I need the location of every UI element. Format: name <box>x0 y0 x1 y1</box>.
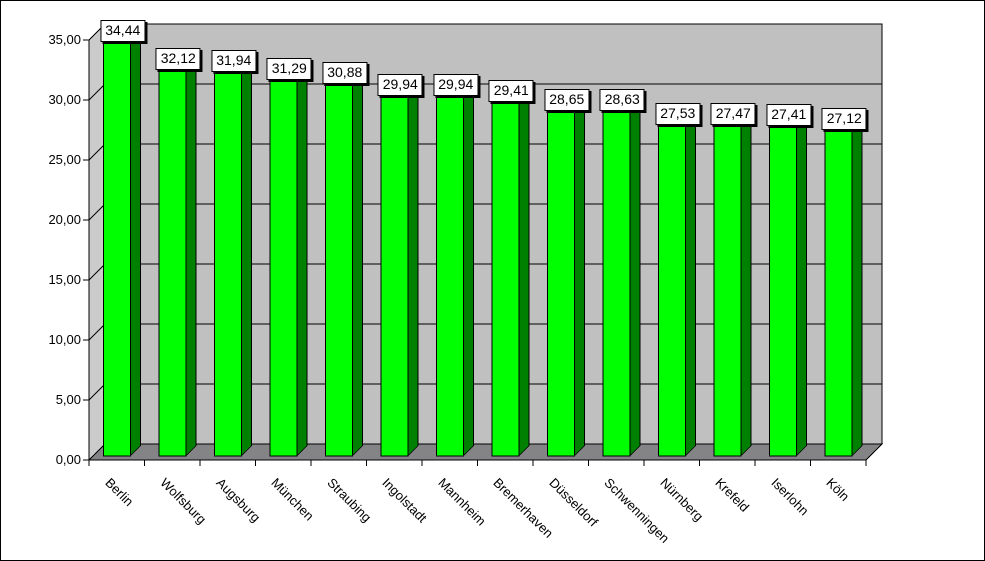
gridline-wall-connector <box>88 143 106 161</box>
gridline-wall-connector <box>88 263 106 281</box>
value-label: 27,53 <box>655 102 701 125</box>
bar-side-face <box>629 101 641 458</box>
bar-side-face <box>351 74 363 458</box>
gridline-wall-connector <box>88 323 106 341</box>
bar-side-face <box>684 114 696 458</box>
y-axis-label: 30,00 <box>48 92 81 107</box>
value-label: 27,41 <box>766 104 812 127</box>
bar-side-face <box>407 85 419 458</box>
value-label: 29,94 <box>377 73 423 96</box>
value-label: 27,47 <box>710 103 756 126</box>
y-axis-label: 35,00 <box>48 32 81 47</box>
y-axis-label: 5,00 <box>55 392 81 407</box>
bar-side-face <box>240 61 252 458</box>
y-axis-label: 20,00 <box>48 212 81 227</box>
bar-side-face <box>185 59 197 458</box>
value-label: 30,88 <box>322 62 368 85</box>
bar <box>657 125 686 457</box>
gridline-wall-connector <box>88 383 106 401</box>
value-label: 27,12 <box>821 107 867 130</box>
value-label: 29,94 <box>433 73 479 96</box>
bar <box>435 96 464 457</box>
bar-side-face <box>462 85 474 458</box>
bar <box>546 111 575 457</box>
bar <box>102 42 131 457</box>
bar <box>269 80 298 457</box>
bar <box>768 126 797 457</box>
bar-side-face <box>518 91 530 458</box>
bar <box>824 130 853 457</box>
bar <box>158 70 187 457</box>
bar-side-face <box>129 31 141 458</box>
bar-side-face <box>573 100 585 458</box>
bar <box>380 96 409 457</box>
value-label: 31,29 <box>266 57 312 80</box>
value-label: 34,44 <box>100 19 146 42</box>
value-label: 28,65 <box>544 89 590 112</box>
value-label: 28,63 <box>599 89 645 112</box>
bar <box>602 111 631 457</box>
value-label: 32,12 <box>155 47 201 70</box>
value-label: 29,41 <box>488 80 534 103</box>
bar-side-face <box>795 115 807 458</box>
bar <box>713 125 742 457</box>
floor <box>87 443 884 461</box>
y-axis-label: 15,00 <box>48 272 81 287</box>
bar-side-face <box>740 115 752 458</box>
gridline-wall-connector <box>88 83 106 101</box>
value-label: 31,94 <box>211 49 257 72</box>
bar <box>491 102 520 457</box>
side-wall <box>88 22 106 462</box>
bar <box>324 84 353 457</box>
bar-side-face <box>296 69 308 458</box>
y-axis-label: 10,00 <box>48 332 81 347</box>
y-axis-label: 0,00 <box>55 452 81 467</box>
bar-side-face <box>851 119 863 458</box>
gridline-wall-connector <box>88 203 106 221</box>
y-axis-label: 25,00 <box>48 152 81 167</box>
bar <box>213 72 242 457</box>
